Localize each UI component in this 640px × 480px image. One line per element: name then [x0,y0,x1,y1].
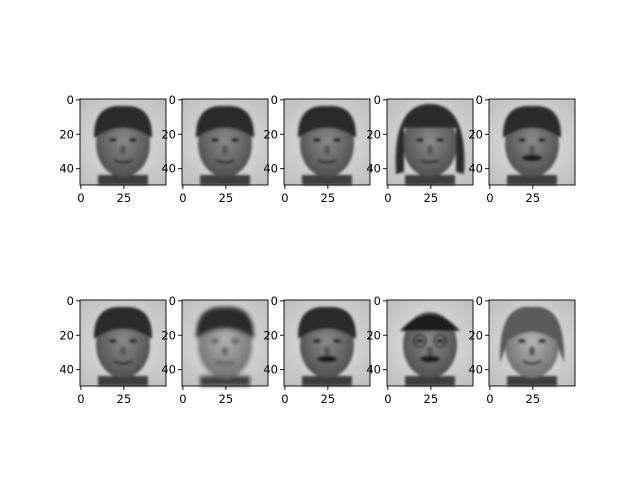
x-tick-label: 25 [117,392,132,406]
y-tick-label: 0 [476,93,483,107]
face-image [182,300,268,386]
x-tick-label: 0 [77,191,84,205]
x-tick-label: 0 [384,191,391,205]
face-image [489,99,575,185]
y-tick-label: 0 [169,294,176,308]
y-tick-label: 0 [374,294,381,308]
x-tick-label: 25 [526,392,541,406]
x-tick-label: 0 [281,392,288,406]
y-tick-label: 0 [374,93,381,107]
y-tick-label: 20 [263,127,278,141]
y-tick-label: 20 [468,328,483,342]
x-tick-label: 25 [219,191,234,205]
y-tick-label: 40 [59,162,74,176]
subplot-r1-c5: 0 20 40 0 25 [468,93,575,205]
x-tick-label: 25 [526,191,541,205]
y-tick-label: 40 [59,363,74,377]
y-tick-label: 20 [59,328,74,342]
face-image [387,300,473,386]
y-tick-label: 40 [263,363,278,377]
x-tick-label: 0 [384,392,391,406]
subplot-r1-c4: 0 20 40 0 25 [366,93,473,205]
y-tick-label: 40 [161,162,176,176]
subplot-r2-c5: 0 20 40 0 25 [468,294,575,406]
y-tick-label: 40 [263,162,278,176]
x-tick-label: 25 [424,392,439,406]
subplot-r2-c3: 0 20 40 0 25 [263,294,370,406]
face-image [387,99,473,185]
face-image [489,300,575,386]
y-tick-label: 0 [169,93,176,107]
x-tick-label: 25 [424,191,439,205]
face-image [182,99,268,185]
x-tick-label: 0 [179,392,186,406]
x-tick-label: 25 [321,392,336,406]
x-tick-label: 0 [179,191,186,205]
subplot-r2-c2: 0 20 40 0 25 [161,294,268,406]
x-tick-label: 25 [117,191,132,205]
y-tick-label: 20 [366,127,381,141]
y-tick-label: 0 [67,93,74,107]
face-image [80,99,166,185]
y-tick-label: 20 [161,127,176,141]
x-tick-label: 0 [486,191,493,205]
subplot-r2-c4: 0 20 40 0 25 [366,294,473,406]
x-tick-label: 25 [219,392,234,406]
y-tick-label: 20 [161,328,176,342]
face-image [80,300,166,386]
y-tick-label: 20 [263,328,278,342]
x-tick-label: 25 [321,191,336,205]
subplot-r1-c1: 0 20 40 0 25 [59,93,166,205]
y-tick-label: 40 [468,363,483,377]
y-tick-label: 40 [366,162,381,176]
y-tick-label: 40 [161,363,176,377]
subplot-r2-c1: 0 20 40 0 25 [59,294,166,406]
face-image [284,99,370,185]
x-tick-label: 0 [77,392,84,406]
y-tick-label: 0 [476,294,483,308]
face-image [284,300,370,386]
subplot-r1-c2: 0 20 40 0 25 [161,93,268,205]
y-tick-label: 20 [468,127,483,141]
y-tick-label: 40 [366,363,381,377]
y-tick-label: 20 [59,127,74,141]
x-tick-label: 0 [281,191,288,205]
y-tick-label: 0 [271,294,278,308]
x-tick-label: 0 [486,392,493,406]
y-tick-label: 0 [67,294,74,308]
subplot-r1-c3: 0 20 40 0 25 [263,93,370,205]
y-tick-label: 0 [271,93,278,107]
y-tick-label: 20 [366,328,381,342]
y-tick-label: 40 [468,162,483,176]
